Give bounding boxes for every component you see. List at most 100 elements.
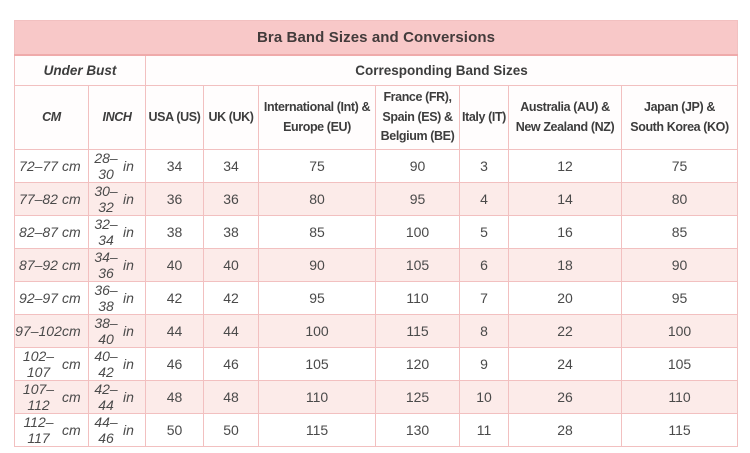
measure-range: 82–87 <box>19 224 58 240</box>
table-cell: 42 <box>203 281 259 315</box>
table-cell: 5 <box>459 215 509 249</box>
table-cell: 80 <box>620 182 739 216</box>
table-cell: 102–107 cm <box>14 347 89 381</box>
col-header-france-spain-belgium: France (FR), Spain (ES) & Belgium (BE) <box>375 85 460 150</box>
measure-range: 97–102 <box>15 323 62 339</box>
table-cell: 3 <box>459 149 509 183</box>
table-cell: 36–38 in <box>88 281 146 315</box>
measure-range: 38–40 <box>94 315 118 347</box>
table-cell: 105 <box>375 248 460 282</box>
table-cell: 30–32 in <box>88 182 146 216</box>
table-body: 72–77 cm 28–30 in 34 34 75 90 3 12 75 77–82 cm 30–32 i… <box>14 149 739 447</box>
measure-unit: cm <box>62 290 81 306</box>
measure-range: 72–77 <box>19 158 58 174</box>
table-row: 82–87 cm 32–34 in 38 38 85 100 5 16 85 <box>14 215 739 249</box>
col-header-cm: CM <box>14 85 89 150</box>
table-cell: 110 <box>258 380 376 414</box>
table-row: 72–77 cm 28–30 in 34 34 75 90 3 12 75 <box>14 149 739 183</box>
table-cell: 38 <box>145 215 204 249</box>
table-cell: 90 <box>258 248 376 282</box>
measure-unit: cm <box>62 158 81 174</box>
table-cell: 12 <box>508 149 622 183</box>
measure-range: 40–42 <box>94 348 118 380</box>
table-cell: 100 <box>620 314 739 348</box>
table-cell: 24 <box>508 347 622 381</box>
table-row: 77–82 cm 30–32 in 36 36 80 95 4 14 80 <box>14 182 739 216</box>
table-cell: 112–117 cm <box>14 413 89 447</box>
table-title: Bra Band Sizes and Conversions <box>13 20 739 56</box>
bra-band-size-table: Bra Band Sizes and Conversions Under Bus… <box>13 20 739 447</box>
measure-range: 44–46 <box>94 414 118 446</box>
measure-unit: in <box>123 191 134 207</box>
measure-unit: in <box>123 290 134 306</box>
table-cell: 20 <box>508 281 622 315</box>
measure-unit: in <box>123 389 134 405</box>
table-cell: 82–87 cm <box>14 215 89 249</box>
table-cell: 92–97 cm <box>14 281 89 315</box>
table-cell: 34 <box>203 149 259 183</box>
table-cell: 80 <box>258 182 376 216</box>
measure-range: 32–34 <box>94 216 118 248</box>
column-header-row: CM INCH USA (US) UK (UK) International (… <box>14 85 739 150</box>
group-header-under-bust: Under Bust <box>14 54 146 86</box>
table-cell: 46 <box>203 347 259 381</box>
measure-unit: in <box>123 323 134 339</box>
table-cell: 11 <box>459 413 509 447</box>
measure-range: 92–97 <box>19 290 58 306</box>
table-cell: 115 <box>258 413 376 447</box>
table-cell: 72–77 cm <box>14 149 89 183</box>
table-cell: 85 <box>620 215 739 249</box>
col-header-usa: USA (US) <box>145 85 204 150</box>
measure-range: 77–82 <box>19 191 58 207</box>
group-header-row: Under Bust Corresponding Band Sizes <box>14 54 739 86</box>
measure-range: 42–44 <box>94 381 118 413</box>
table-cell: 46 <box>145 347 204 381</box>
table-cell: 100 <box>375 215 460 249</box>
table-cell: 8 <box>459 314 509 348</box>
table-cell: 16 <box>508 215 622 249</box>
measure-unit: cm <box>62 389 81 405</box>
measure-range: 112–117 <box>23 414 54 446</box>
table-cell: 95 <box>375 182 460 216</box>
measure-range: 87–92 <box>19 257 58 273</box>
table-cell: 22 <box>508 314 622 348</box>
table-cell: 40–42 in <box>88 347 146 381</box>
table-cell: 42 <box>145 281 204 315</box>
table-cell: 100 <box>258 314 376 348</box>
table-cell: 95 <box>620 281 739 315</box>
table-cell: 36 <box>203 182 259 216</box>
measure-unit: in <box>123 158 134 174</box>
table-cell: 44 <box>145 314 204 348</box>
measure-unit: cm <box>62 191 81 207</box>
col-header-international-europe: International (Int) & Europe (EU) <box>258 85 376 150</box>
table-cell: 14 <box>508 182 622 216</box>
measure-unit: in <box>123 224 134 240</box>
table-cell: 9 <box>459 347 509 381</box>
table-cell: 38–40 in <box>88 314 146 348</box>
table-row: 112–117 cm 44–46 in 50 50 115 130 11 28 115 <box>14 413 739 447</box>
col-header-inch: INCH <box>88 85 146 150</box>
table-cell: 87–92 cm <box>14 248 89 282</box>
table-cell: 115 <box>375 314 460 348</box>
measure-range: 34–36 <box>94 249 118 281</box>
measure-unit: cm <box>62 224 81 240</box>
table-cell: 44–46 in <box>88 413 146 447</box>
table-cell: 50 <box>145 413 204 447</box>
table-row: 102–107 cm 40–42 in 46 46 105 120 9 24 105 <box>14 347 739 381</box>
measure-range: 30–32 <box>94 183 118 215</box>
table-row: 107–112 cm 42–44 in 48 48 110 125 10 26 110 <box>14 380 739 414</box>
table-cell: 105 <box>258 347 376 381</box>
table-cell: 42–44 in <box>88 380 146 414</box>
table-cell: 75 <box>620 149 739 183</box>
table-cell: 44 <box>203 314 259 348</box>
table-cell: 18 <box>508 248 622 282</box>
table-cell: 77–82 cm <box>14 182 89 216</box>
table-cell: 40 <box>203 248 259 282</box>
measure-unit: in <box>123 257 134 273</box>
table-cell: 32–34 in <box>88 215 146 249</box>
measure-range: 102–107 <box>22 348 55 380</box>
table-cell: 120 <box>375 347 460 381</box>
measure-unit: in <box>123 422 134 438</box>
table-cell: 97–102 cm <box>14 314 89 348</box>
